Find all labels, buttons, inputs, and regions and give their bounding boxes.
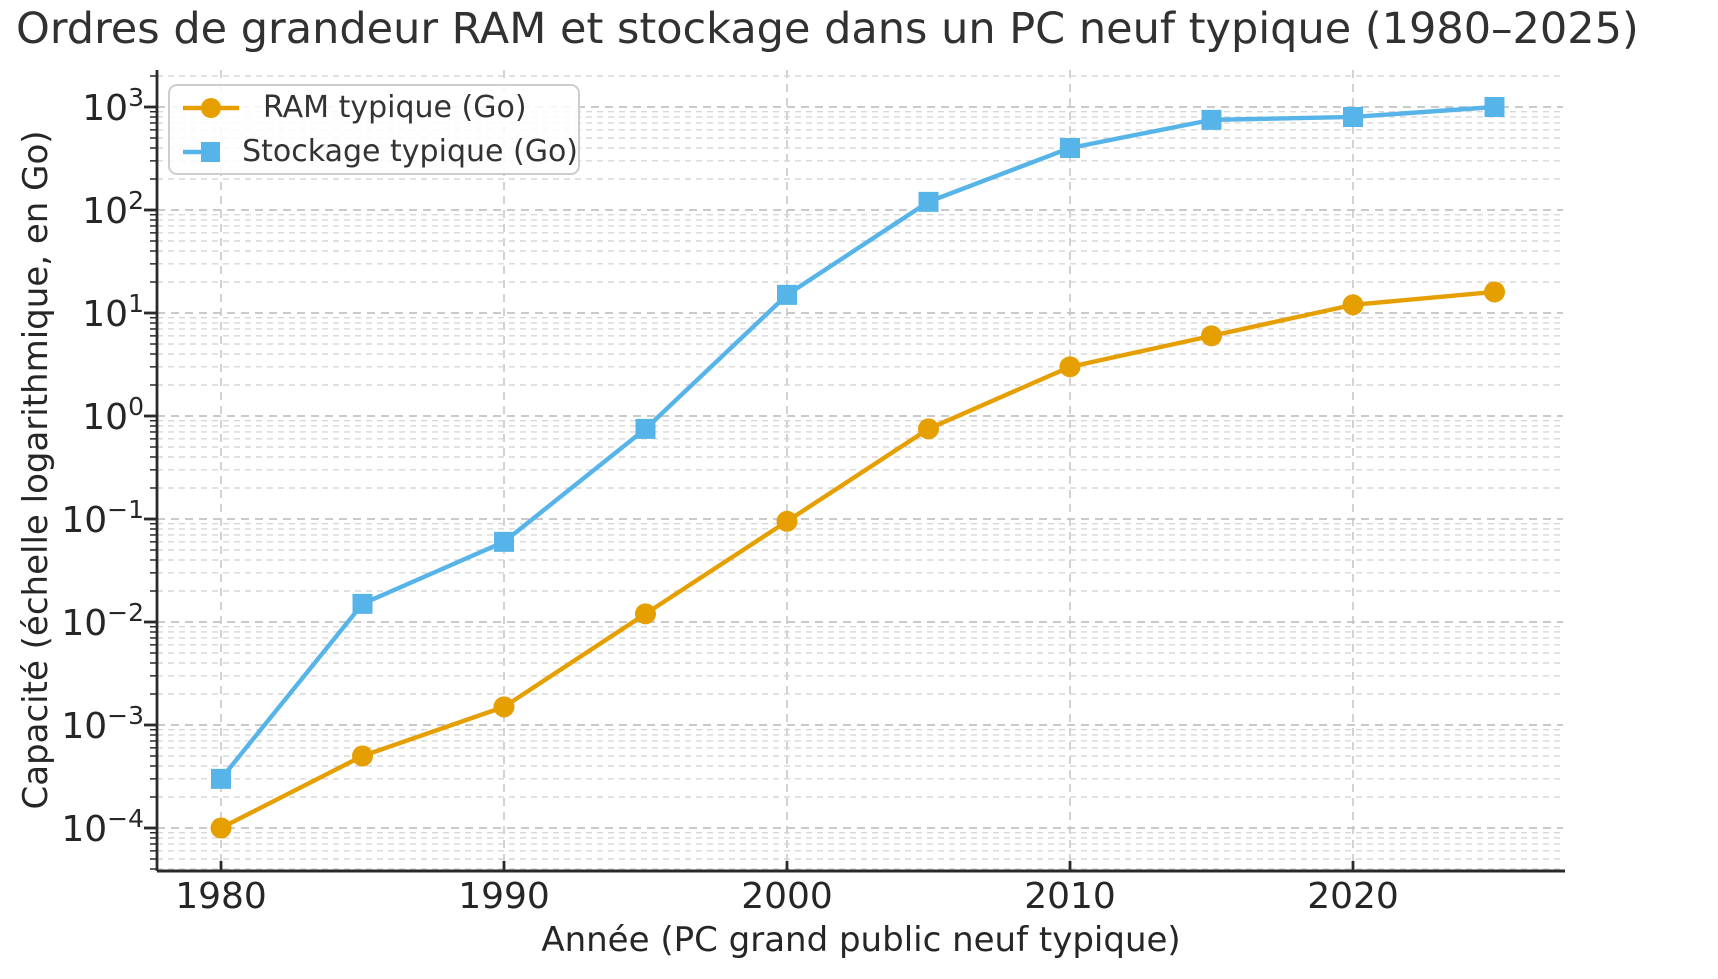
- marker-ram: [1059, 356, 1081, 378]
- y-tick-label: 10−1: [61, 495, 144, 541]
- legend-marker-icon: [183, 141, 221, 162]
- y-tick-label: 10−2: [61, 598, 144, 644]
- legend-item: RAM typique (Go): [181, 90, 578, 125]
- x-tick-label: 2020: [1307, 876, 1399, 917]
- legend-item-label: Stockage typique (Go): [242, 134, 578, 169]
- marker-ram: [352, 745, 373, 767]
- series-line-ram: [218, 289, 1497, 831]
- legend-item-label: RAM typique (Go): [263, 90, 527, 125]
- y-tick-label: 10−4: [61, 804, 144, 850]
- marker-stockage: [1201, 109, 1222, 130]
- y-tick-label: 102: [82, 186, 144, 232]
- x-tick-label: 1990: [458, 876, 550, 917]
- marker-stockage: [211, 768, 231, 789]
- marker-stockage: [918, 191, 939, 212]
- x-tick-label: 2000: [741, 876, 833, 917]
- x-axis-label: Année (PC grand public neuf typique): [541, 920, 1181, 960]
- y-tick-label: 10−3: [61, 701, 144, 747]
- y-tick-label: 100: [82, 392, 144, 438]
- y-tick-label: 103: [82, 83, 144, 129]
- marker-ram: [635, 603, 656, 625]
- marker-ram: [918, 418, 939, 440]
- marker-stockage: [1484, 97, 1505, 117]
- marker-stockage: [494, 531, 514, 552]
- marker-stockage: [777, 284, 797, 305]
- marker-ram: [1201, 325, 1222, 347]
- marker-stockage: [635, 418, 656, 439]
- marker-ram: [776, 510, 798, 532]
- y-axis-label: Capacité (échelle logarithmique, en Go): [16, 130, 56, 810]
- series-line-stockage: [218, 104, 1497, 782]
- marker-ram: [1484, 281, 1505, 303]
- marker-ram: [1342, 294, 1364, 316]
- legend-marker-icon: [183, 97, 239, 118]
- marker-ram: [210, 817, 232, 839]
- marker-stockage: [1060, 137, 1080, 158]
- marker-stockage: [1343, 106, 1363, 127]
- x-tick-label: 2010: [1024, 876, 1116, 917]
- x-tick-label: 1980: [175, 876, 267, 917]
- legend: RAM typique (Go) Stockage typique (Go): [168, 84, 580, 175]
- y-tick-label: 101: [82, 289, 144, 335]
- marker-stockage: [352, 593, 373, 614]
- marker-ram: [493, 696, 515, 718]
- legend-item: Stockage typique (Go): [181, 134, 578, 169]
- chart-title: Ordres de grandeur RAM et stockage dans …: [16, 4, 1639, 54]
